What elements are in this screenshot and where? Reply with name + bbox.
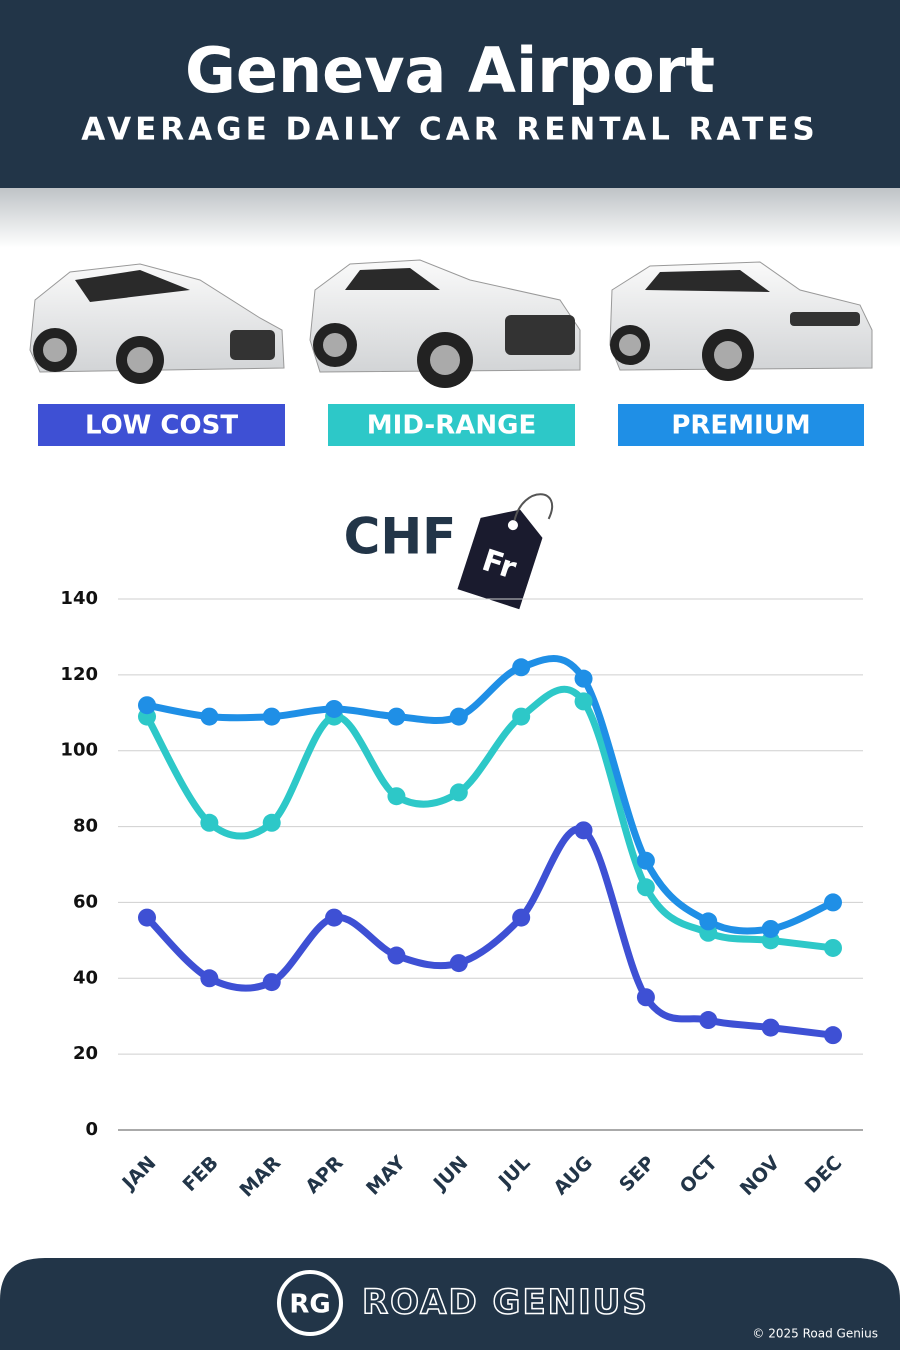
copyright: © 2025 Road Genius [752,1327,878,1341]
y-tick-label: 100 [60,740,98,761]
data-point [574,669,593,688]
data-point [761,919,780,938]
brand: ROAD GENIUS [362,1283,649,1323]
data-point [387,707,406,726]
data-point [325,908,344,927]
y-tick-label: 120 [60,664,98,685]
data-point [200,969,219,988]
data-point [636,851,655,870]
x-tick-label: OCT [676,1152,722,1198]
series-line [143,685,837,952]
legend-swatch [618,404,864,446]
y-tick-label: 20 [73,1043,98,1064]
x-tick-label: JUL [493,1152,534,1193]
data-point [699,912,718,931]
data-point [449,707,468,726]
legend-label: PREMIUM [671,411,810,441]
data-point [200,707,219,726]
data-point [824,893,842,912]
price-tag: Fr [457,493,554,610]
data-point [262,973,281,992]
data-point [824,1026,842,1045]
legend-label: MID-RANGE [367,411,536,441]
data-point [761,1018,780,1037]
x-tick-label: JUN [428,1152,472,1196]
y-tick-label: 40 [73,967,98,988]
data-point [574,821,593,840]
y-tick-label: 140 [60,588,98,609]
x-tick-label: MAR [235,1152,285,1202]
data-point [325,699,344,718]
legend-swatch [38,404,285,446]
logo: RG [289,1290,330,1320]
data-point [636,878,655,897]
x-tick-label: NOV [736,1152,784,1200]
data-point [262,813,281,832]
header-band [0,0,900,188]
subtitle: AVERAGE DAILY CAR RENTAL RATES [81,112,819,148]
data-point [824,938,842,957]
car-premium [609,261,873,381]
data-point [574,692,593,711]
x-tick-label: APR [301,1152,347,1198]
legend-label: LOW COST [85,411,238,441]
x-tick-label: DEC [801,1152,847,1198]
currency-label: CHF [344,508,457,566]
data-point [138,696,156,715]
header-shadow [0,188,900,248]
x-tick-label: SEP [615,1152,659,1196]
title: Geneva Airport [185,34,715,107]
y-tick-label: 60 [73,891,98,912]
legend-swatch [328,404,575,446]
data-point [138,908,156,927]
data-point [636,988,655,1007]
footer-band [0,1258,900,1350]
data-point [512,658,531,677]
car-suv [309,259,581,388]
x-tick-label: FEB [179,1152,223,1196]
series-line [143,655,837,935]
data-point [449,954,468,973]
y-tick-label: 80 [73,816,98,837]
data-point [262,707,281,726]
x-tick-label: AUG [549,1152,596,1199]
logo-ring [277,1270,343,1336]
car-hatchback [29,263,285,384]
data-point [512,707,531,726]
data-point [387,787,406,806]
data-point [387,946,406,965]
data-point [512,908,531,927]
x-tick-label: MAY [362,1152,410,1200]
y-tick-label: 0 [85,1119,98,1140]
x-tick-label: JAN [117,1152,161,1196]
data-point [699,1011,718,1030]
data-point [200,813,219,832]
data-point [449,783,468,802]
